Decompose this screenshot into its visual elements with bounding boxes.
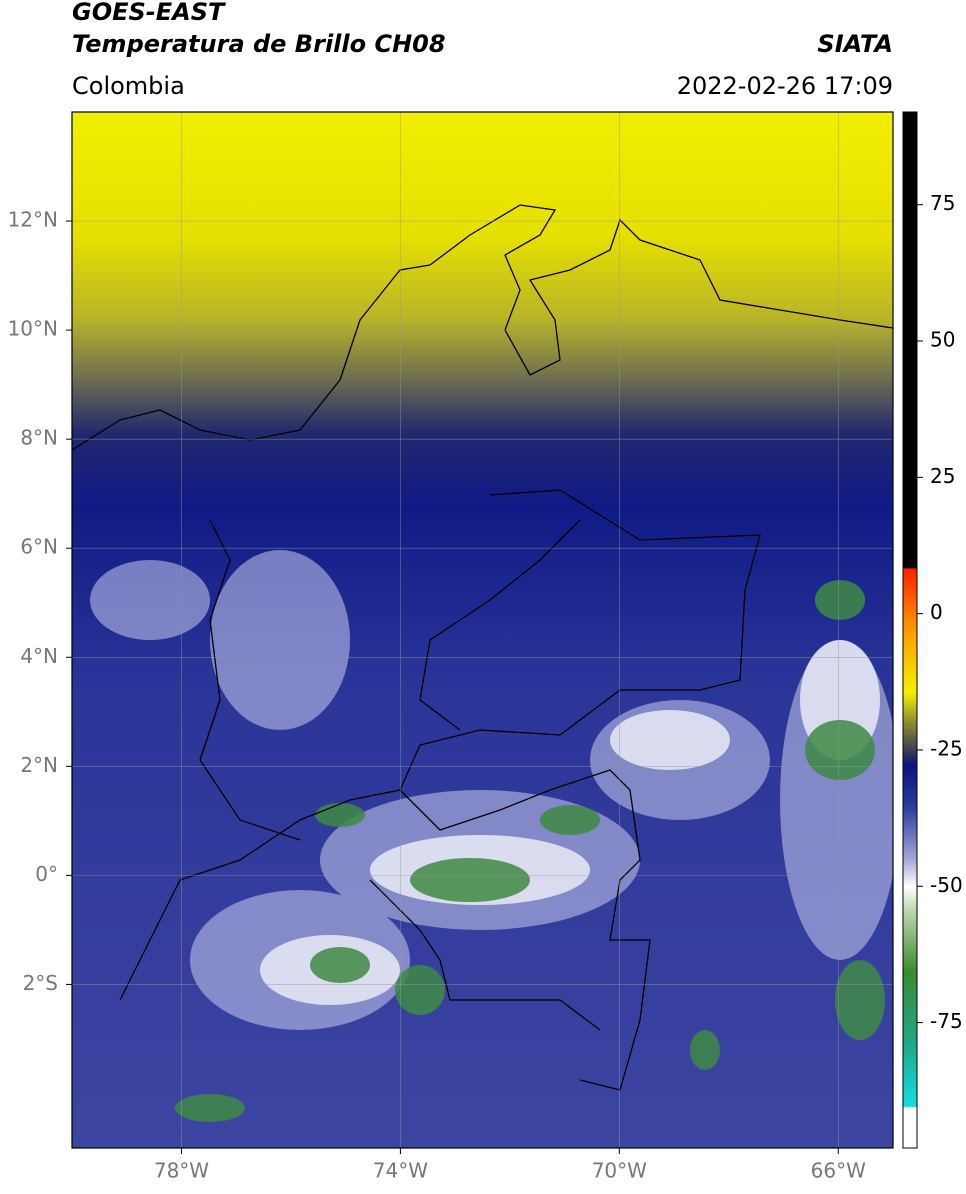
- y-tick-label: 4°N: [20, 644, 58, 668]
- satellite-image: [72, 112, 893, 1148]
- x-tick-label: 74°W: [373, 1159, 428, 1183]
- y-tick-label: 8°N: [20, 426, 58, 450]
- y-tick-label: 0°: [35, 862, 58, 886]
- colorbar-tick-label: 0: [930, 600, 943, 624]
- datetime: 2022-02-26 17:09: [677, 72, 893, 100]
- colorbar-tick-label: 25: [930, 464, 955, 488]
- source: SIATA: [817, 30, 893, 58]
- title-line2: Temperatura de Brillo CH08: [72, 30, 446, 58]
- title-line1: GOES-EAST: [72, 0, 226, 26]
- x-tick-label: 70°W: [592, 1159, 647, 1183]
- y-tick-label: 6°N: [20, 535, 58, 559]
- x-tick-label: 66°W: [811, 1159, 866, 1183]
- x-tick-label: 78°W: [154, 1159, 209, 1183]
- colorbar-tick-label: 50: [930, 328, 955, 352]
- y-tick-label: 2°N: [20, 753, 58, 777]
- region: Colombia: [72, 72, 185, 100]
- y-tick-label: 10°N: [8, 317, 58, 341]
- colorbar-tick-label: -50: [930, 873, 963, 897]
- map-frame: [71, 111, 894, 1149]
- y-tick-label: 2°S: [23, 971, 58, 995]
- colorbar-tick-label: -75: [930, 1009, 963, 1033]
- colorbar: [902, 111, 918, 1149]
- y-tick-label: 12°N: [8, 208, 58, 232]
- colorbar-tick-label: 75: [930, 191, 955, 215]
- colorbar-tick-label: -25: [930, 736, 963, 760]
- grid: [72, 112, 893, 1148]
